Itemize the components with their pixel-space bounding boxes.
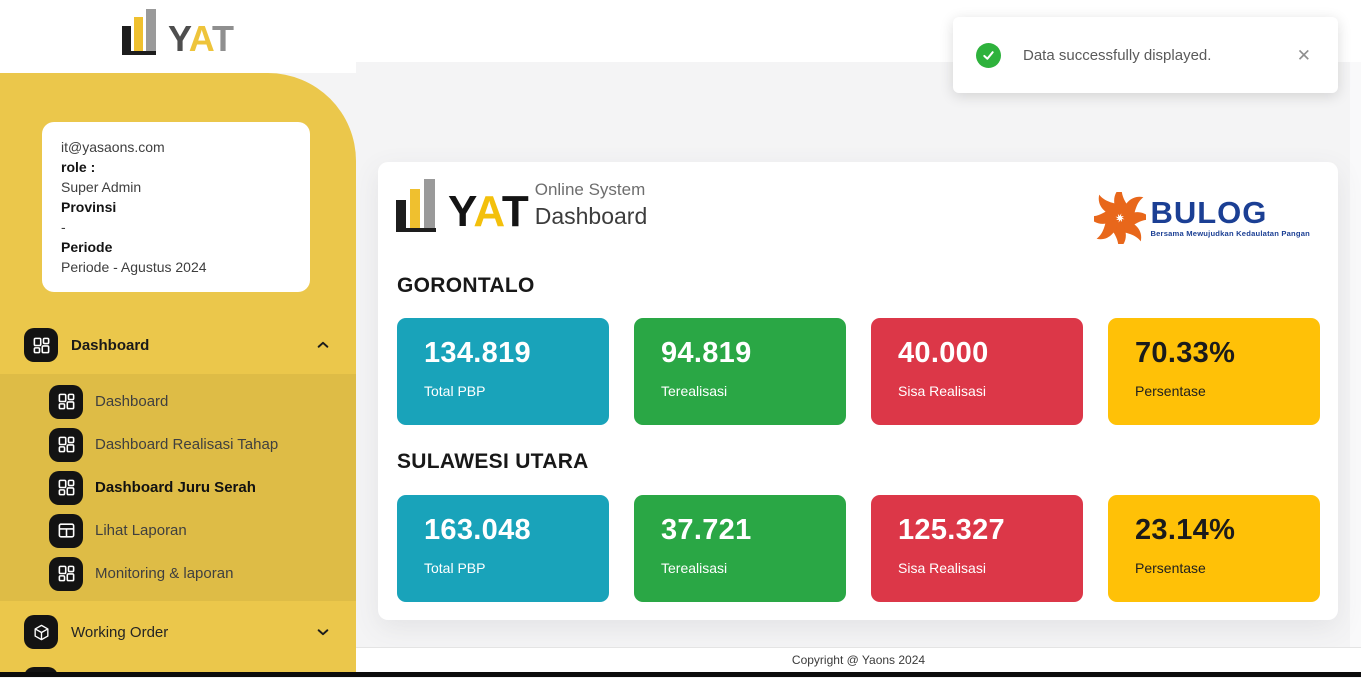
sidebar: it@yasaons.com role : Super Admin Provin…	[0, 73, 356, 672]
dashboard-grid-icon	[49, 384, 83, 419]
stat-card-persentase: 23.14% Persentase	[1108, 495, 1320, 602]
toast-close-icon[interactable]: ✕	[1296, 45, 1311, 65]
sidebar-item-label: Dashboard Juru Serah	[95, 479, 256, 496]
brand-wordmark: YAT	[448, 186, 529, 236]
panel-header: YAT Online System Dashboard	[396, 178, 648, 236]
stat-label: Total PBP	[424, 560, 486, 576]
stat-value: 40.000	[898, 337, 989, 369]
app-subtitle: Online System	[534, 180, 646, 199]
bulog-logo: BULOG Bersama Mewujudkan Kedaulatan Pang…	[1094, 192, 1310, 244]
stat-label: Persentase	[1135, 383, 1206, 399]
footer-copyright: Copyright @ Yaons 2024	[356, 647, 1361, 672]
stat-label: Persentase	[1135, 560, 1206, 576]
stat-value: 163.048	[424, 514, 531, 546]
stat-label: Sisa Realisasi	[898, 560, 986, 576]
role-label: role :	[61, 159, 96, 175]
table-report-icon	[49, 513, 83, 548]
brand-logo[interactable]: YAT	[121, 9, 235, 59]
chevron-up-icon[interactable]	[316, 338, 330, 352]
toast-message: Data successfully displayed.	[1023, 46, 1212, 64]
dashboard-submenu: Dashboard Dashboard Realisasi Tahap	[0, 374, 356, 601]
bulog-name: BULOG	[1150, 195, 1268, 230]
sidebar-item-dashboard-juru-serah[interactable]: Dashboard Juru Serah	[0, 466, 356, 509]
role-value: Super Admin	[61, 179, 142, 195]
sidebar-item-dashboard-realisasi-tahap[interactable]: Dashboard Realisasi Tahap	[0, 423, 356, 466]
yat-logo: YAT	[396, 178, 529, 236]
stats-row-sulawesi-utara: 163.048 Total PBP 37.721 Terealisasi 125…	[397, 495, 1320, 602]
section-heading-sulawesi-utara: SULAWESI UTARA	[397, 450, 589, 473]
period-value: Periode - Agustus 2024	[61, 259, 207, 275]
stat-value: 134.819	[424, 337, 531, 369]
sidebar-item-label: Lihat Laporan	[95, 522, 187, 539]
sidebar-item-label: Dashboard	[71, 336, 150, 354]
bar-chart-logo-icon	[396, 178, 442, 232]
bulog-tagline: Bersama Mewujudkan Kedaulatan Pangan	[1150, 229, 1310, 238]
stat-value: 70.33%	[1135, 337, 1236, 369]
sidebar-top-patch	[0, 0, 356, 73]
province-label: Provinsi	[61, 199, 117, 215]
bar-chart-logo-icon	[121, 9, 162, 55]
stat-card-terealisasi: 94.819 Terealisasi	[634, 318, 846, 425]
stat-card-terealisasi: 37.721 Terealisasi	[634, 495, 846, 602]
chevron-down-icon[interactable]	[316, 625, 330, 639]
dashboard-panel: YAT Online System Dashboard BULOG Bersam…	[378, 162, 1338, 620]
stat-card-sisa-realisasi: 40.000 Sisa Realisasi	[871, 318, 1083, 425]
stat-card-sisa-realisasi: 125.327 Sisa Realisasi	[871, 495, 1083, 602]
stat-card-persentase: 70.33% Persentase	[1108, 318, 1320, 425]
sidebar-item-label: Dashboard Realisasi Tahap	[95, 436, 279, 453]
stat-label: Terealisasi	[661, 560, 728, 576]
stat-label: Sisa Realisasi	[898, 383, 986, 399]
sidebar-item-dashboard[interactable]: Dashboard	[0, 380, 356, 423]
toast-notification: Data successfully displayed. ✕	[953, 17, 1338, 93]
province-value: -	[61, 219, 66, 235]
sidebar-menu: Dashboard Dashboard	[0, 322, 356, 672]
user-email: it@yasaons.com	[61, 139, 165, 155]
stats-row-gorontalo: 134.819 Total PBP 94.819 Terealisasi 40.…	[397, 318, 1320, 425]
stat-label: Terealisasi	[661, 383, 728, 399]
stat-value: 94.819	[661, 337, 752, 369]
stat-value: 23.14%	[1135, 514, 1236, 546]
success-check-icon	[976, 42, 1001, 68]
stat-label: Total PBP	[424, 383, 486, 399]
sidebar-item-monitoring-laporan[interactable]: Monitoring & laporan	[0, 552, 356, 595]
sidebar-item-label: Working Order	[71, 623, 169, 641]
stat-card-total-pbp: 134.819 Total PBP	[397, 318, 609, 425]
sidebar-item-dashboard-parent[interactable]: Dashboard	[0, 322, 356, 368]
stat-card-total-pbp: 163.048 Total PBP	[397, 495, 609, 602]
dashboard-grid-icon	[49, 556, 83, 591]
section-heading-gorontalo: GORONTALO	[397, 274, 535, 297]
sidebar-item-working-order[interactable]: Working Order	[0, 609, 356, 655]
brand-wordmark: YAT	[167, 17, 235, 59]
period-label: Periode	[61, 239, 113, 255]
bottom-black-bar	[0, 672, 1361, 677]
package-box-icon	[24, 667, 58, 672]
package-box-icon	[24, 615, 58, 649]
bulog-pinwheel-icon	[1094, 192, 1147, 244]
scrollbar[interactable]	[1350, 62, 1361, 672]
dashboard-grid-icon	[49, 470, 83, 505]
sidebar-item-lihat-laporan[interactable]: Lihat Laporan	[0, 509, 356, 552]
stat-value: 125.327	[898, 514, 1005, 546]
dashboard-grid-icon	[49, 427, 83, 462]
page-title: Dashboard	[534, 203, 648, 229]
sidebar-item-label: Monitoring & laporan	[95, 565, 234, 582]
sidebar-item-cutoff[interactable]	[0, 667, 356, 672]
sidebar-item-label: Dashboard	[95, 393, 169, 410]
stat-value: 37.721	[661, 514, 752, 546]
dashboard-grid-icon	[24, 328, 58, 362]
user-info-card: it@yasaons.com role : Super Admin Provin…	[42, 122, 310, 292]
